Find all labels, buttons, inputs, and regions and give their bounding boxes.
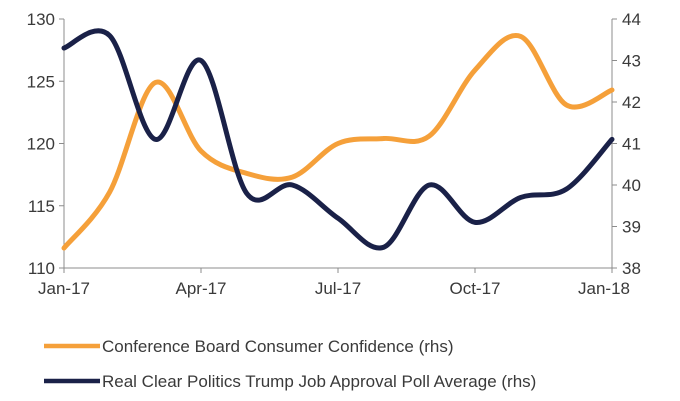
x-axis-tick-label: Jan-18	[578, 279, 630, 298]
left-axis-tick-label: 110	[28, 259, 55, 278]
right-axis-tick-label: 44	[622, 10, 641, 29]
left-axis-tick-label: 115	[28, 197, 55, 216]
x-axis-tick-label: Jan-17	[38, 279, 90, 298]
right-axis-tick-label: 41	[622, 135, 641, 154]
x-axis-tick-label: Jul-17	[315, 279, 361, 298]
legend: Conference Board Consumer Confidence (rh…	[44, 337, 536, 391]
series-layer	[61, 28, 615, 251]
series-line-trump-approval	[61, 28, 615, 251]
x-axis-tick-label: Apr-17	[175, 279, 226, 298]
legend-label: Real Clear Politics Trump Job Approval P…	[102, 372, 536, 391]
right-axis-tick-label: 42	[622, 93, 641, 112]
right-axis-tick-label: 43	[622, 52, 641, 71]
right-axis-tick-label: 40	[622, 176, 641, 195]
axes-layer: 110 115 120 125 130 38 39 40 41 42 43 44 Jan-17 Apr-1…	[27, 10, 641, 298]
series-line-consumer-confidence	[61, 33, 615, 251]
legend-label: Conference Board Consumer Confidence (rh…	[102, 337, 454, 356]
x-axis-tick-label: Oct-17	[449, 279, 500, 298]
left-axis-tick-label: 130	[27, 10, 55, 29]
left-axis-tick-label: 125	[27, 72, 55, 91]
right-axis-tick-label: 39	[622, 218, 641, 237]
left-axis-tick-label: 120	[27, 135, 55, 154]
right-axis-tick-label: 38	[622, 259, 641, 278]
